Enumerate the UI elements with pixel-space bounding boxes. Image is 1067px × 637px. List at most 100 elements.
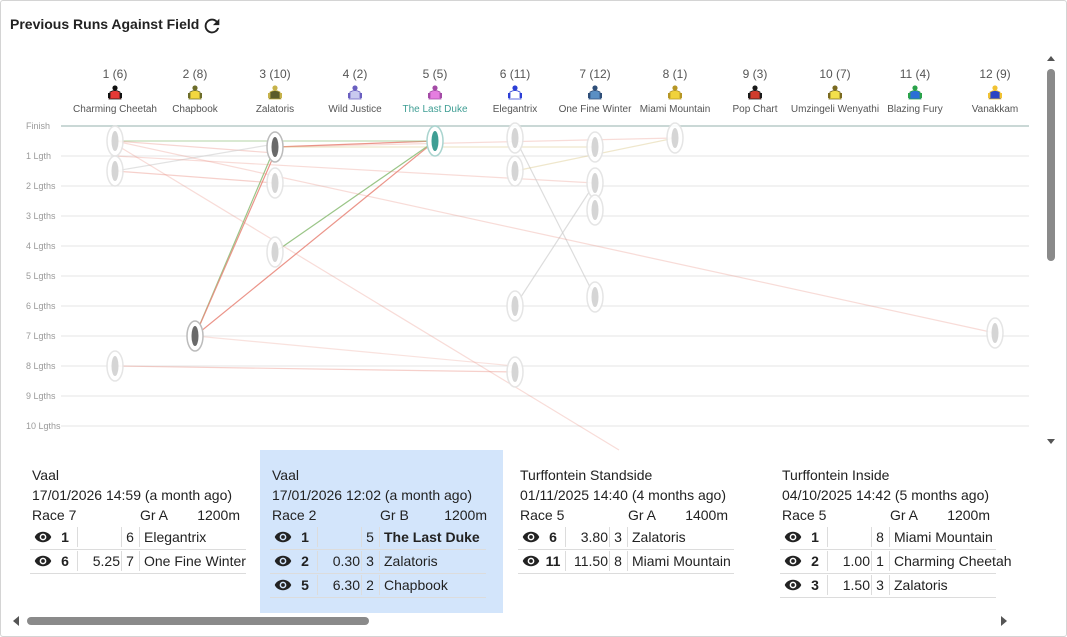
scroll-up-arrow-icon [1047,56,1055,61]
result-row[interactable]: 2 0.30 3 Zalatoris [270,549,486,574]
column-divider [627,551,628,571]
column-divider [317,527,318,547]
vertical-scrollbar[interactable] [1044,51,1058,449]
horse-name[interactable]: Zalatoris [632,529,686,545]
horse-number-header[interactable]: 11 (4) [900,67,930,81]
result-row[interactable]: 11 11.50 8 Miami Mountain [518,549,734,574]
run-marker[interactable] [511,128,519,148]
run-marker[interactable] [111,131,119,151]
run-marker[interactable] [591,200,599,220]
run-marker[interactable] [271,137,279,157]
race-venue: Turffontein Standside [520,467,653,483]
horse-number-header[interactable]: 5 (5) [423,67,448,81]
column-divider [77,527,78,547]
race-venue: Vaal [272,467,299,483]
horse-name-header[interactable]: Wild Justice [328,104,382,115]
jockey-silk-icon [588,85,602,100]
run-marker[interactable] [111,356,119,376]
horse-name-header[interactable]: Pop Chart [732,104,777,115]
column-divider [121,551,122,571]
finish-position: 11 [545,553,561,569]
horse-name[interactable]: Elegantrix [144,529,207,545]
horse-name-header[interactable]: Umzingeli Wenyathi [791,104,879,115]
race-grade: Gr A [140,507,169,523]
horse-name-header[interactable]: Miami Mountain [640,104,711,115]
horse-number-header[interactable]: 1 (6) [103,67,128,81]
run-link-line [114,140,996,334]
horse-name-header[interactable]: Elegantrix [493,104,537,115]
race-grade: Gr A [890,507,919,523]
run-marker[interactable] [431,131,439,151]
run-marker[interactable] [511,362,519,382]
jockey-silk-icon [348,85,362,100]
horse-name[interactable]: Miami Mountain [632,553,731,569]
result-row[interactable]: 1 5 The Last Duke [270,525,486,550]
horse-number-header[interactable]: 2 (8) [183,67,208,81]
eye-icon[interactable] [274,578,292,592]
run-marker[interactable] [191,326,199,346]
horse-name-header[interactable]: Blazing Fury [887,104,943,115]
run-marker[interactable] [671,128,679,148]
horse-name[interactable]: Charming Cheetah [894,553,1012,569]
run-marker[interactable] [591,137,599,157]
column-divider [317,551,318,571]
run-marker[interactable] [991,323,999,343]
result-row[interactable]: 5 6.30 2 Chapbook [270,573,486,598]
horse-name-header[interactable]: One Fine Winter [559,104,632,115]
result-row[interactable]: 3 1.50 3 Zalatoris [780,573,996,598]
finish-position: 6 [549,529,557,545]
result-row[interactable]: 2 1.00 1 Charming Cheetah [780,549,1012,574]
eye-icon[interactable] [34,530,52,544]
eye-icon[interactable] [34,554,52,568]
horse-number-header[interactable]: 6 (11) [500,67,530,81]
result-row[interactable]: 1 8 Miami Mountain [780,525,996,550]
horse-name-header[interactable]: Chapbook [172,104,219,115]
result-row[interactable]: 6 5.25 7 One Fine Winter [30,549,246,574]
eye-icon[interactable] [784,530,802,544]
run-marker[interactable] [591,287,599,307]
run-marker[interactable] [511,161,519,181]
horse-name-header[interactable]: The Last Duke [402,104,467,115]
horse-number-header[interactable]: 7 (12) [579,67,610,81]
eye-icon[interactable] [274,530,292,544]
column-divider [121,527,122,547]
eye-icon[interactable] [522,554,540,568]
horse-name[interactable]: Zalatoris [384,553,438,569]
horse-number-header[interactable]: 9 (3) [743,67,768,81]
race-card[interactable]: Turffontein Inside 04/10/2025 14:42 (5 mo… [770,450,1012,613]
race-card[interactable]: Vaal 17/01/2026 12:02 (a month ago) Race 2… [260,450,503,613]
horse-number-header[interactable]: 4 (2) [343,67,368,81]
run-marker[interactable] [271,173,279,193]
horse-number-header[interactable]: 12 (9) [979,67,1010,81]
horse-name[interactable]: Zalatoris [894,577,948,593]
run-link-line [114,143,620,451]
y-axis-label: 1 Lgth [26,151,51,161]
eye-icon[interactable] [784,578,802,592]
result-row[interactable]: 1 6 Elegantrix [30,525,246,550]
horse-name-header[interactable]: Vanakkam [972,104,1019,115]
refresh-icon[interactable] [201,15,223,37]
horse-name[interactable]: One Fine Winter [144,553,246,569]
horse-name[interactable]: The Last Duke [384,529,480,545]
race-datetime: 17/01/2026 12:02 (a month ago) [272,487,473,503]
eye-icon[interactable] [274,554,292,568]
race-distance: 1200m [444,507,487,523]
race-card[interactable]: Turffontein Standside 01/11/2025 14:40 (4… [508,450,744,613]
horizontal-scrollbar[interactable] [9,613,1011,629]
horse-name-header[interactable]: Charming Cheetah [73,104,157,115]
horse-number-header[interactable]: 10 (7) [819,67,850,81]
result-row[interactable]: 6 3.80 3 Zalatoris [518,525,734,550]
eye-icon[interactable] [784,554,802,568]
eye-icon[interactable] [522,530,540,544]
horse-name[interactable]: Chapbook [384,577,448,593]
horse-name-header[interactable]: Zalatoris [256,104,294,115]
run-marker[interactable] [271,242,279,262]
horse-number-header[interactable]: 8 (1) [663,67,688,81]
run-marker[interactable] [591,173,599,193]
race-card[interactable]: Vaal 17/01/2026 14:59 (a month ago) Race 7… [20,450,256,613]
run-marker[interactable] [111,161,119,181]
horse-name[interactable]: Miami Mountain [894,529,993,545]
run-marker[interactable] [511,296,519,316]
panel-title: Previous Runs Against Field [10,16,200,32]
horse-number-header[interactable]: 3 (10) [259,67,290,81]
